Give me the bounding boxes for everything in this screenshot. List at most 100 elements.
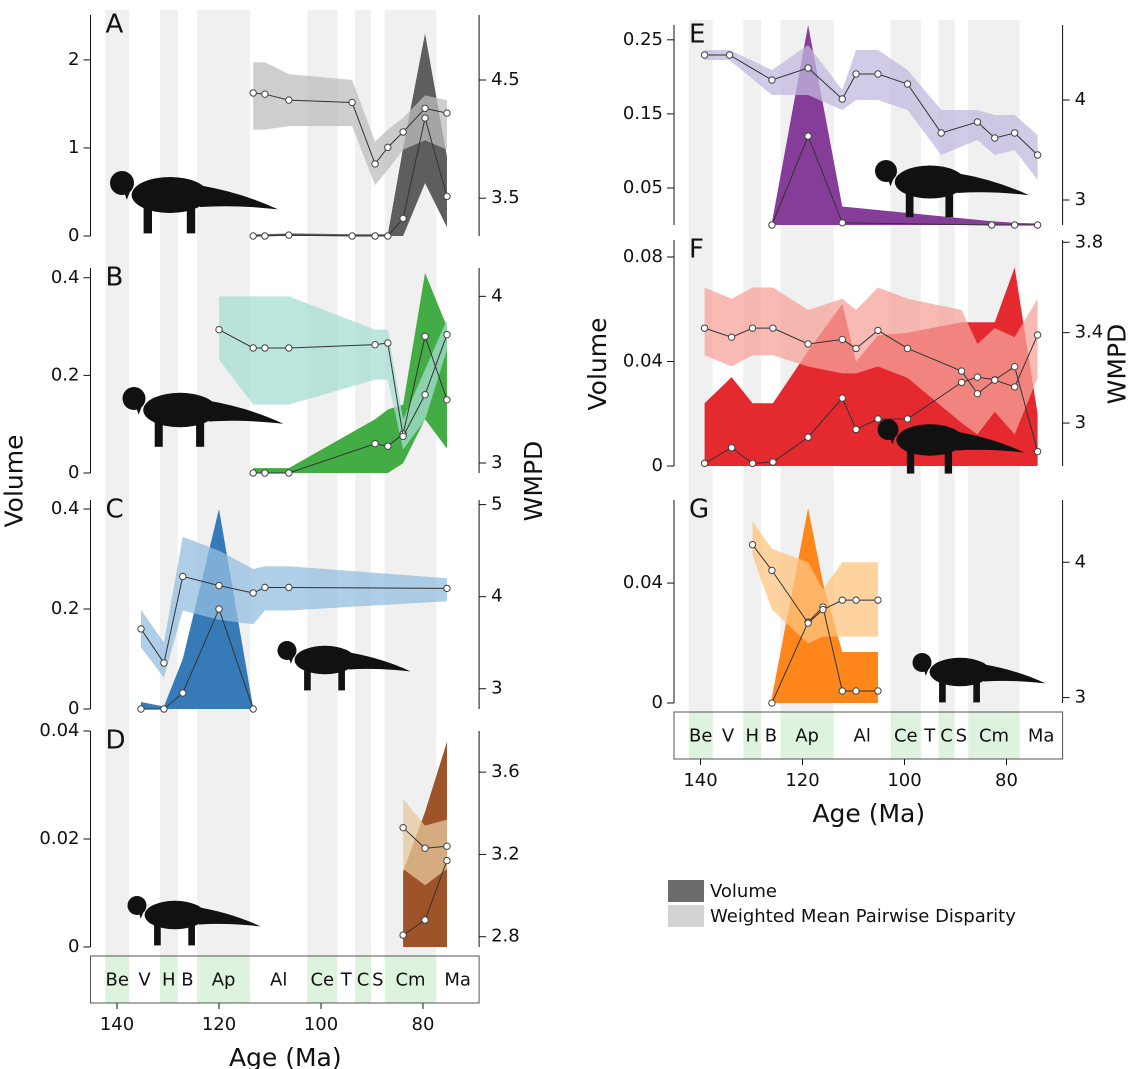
- data-point: [1033, 331, 1042, 339]
- silhouette-neck: [920, 658, 930, 676]
- data-point: [215, 605, 223, 613]
- y2-tick-label: 3: [1075, 189, 1086, 210]
- y2-tick-label: 2.8: [491, 926, 520, 947]
- stage-label: V: [722, 726, 735, 747]
- data-point: [160, 705, 168, 713]
- data-point: [443, 842, 451, 850]
- stage-label: Ce: [310, 970, 334, 991]
- band-layer: [140, 25, 1038, 947]
- data-point: [804, 132, 812, 140]
- silhouette-body: [143, 392, 217, 428]
- data-point: [421, 114, 429, 122]
- panel-label: F: [689, 235, 704, 265]
- data-point: [399, 214, 407, 223]
- silhouette: [875, 160, 1029, 218]
- data-point: [261, 344, 269, 352]
- data-point: [371, 232, 379, 240]
- stage-strip-shade: [688, 712, 713, 759]
- stage-label: Cm: [395, 970, 425, 991]
- stage-strip: [90, 955, 480, 1004]
- y2-tick-label: 4.5: [491, 69, 520, 90]
- silhouette-leg: [905, 190, 914, 218]
- data-point: [852, 70, 860, 78]
- stage-shade: [743, 20, 762, 712]
- silhouette: [127, 896, 261, 946]
- stage-shade: [307, 10, 338, 956]
- stage-strip-shade: [968, 712, 1020, 759]
- y2-tick-label: 3.4: [1075, 322, 1104, 343]
- data-point: [973, 389, 982, 398]
- data-point: [421, 844, 429, 852]
- data-point: [768, 566, 776, 575]
- silhouette-leg: [154, 922, 161, 946]
- legend-label: Volume: [710, 881, 777, 902]
- y-tick-label: 0.04: [623, 572, 663, 593]
- y-tick-label: 0: [68, 698, 79, 719]
- x-tick-label: 100: [887, 770, 921, 791]
- silhouette-leg: [338, 667, 345, 691]
- y2-tick-label: 3: [1075, 687, 1086, 708]
- data-point: [700, 51, 709, 59]
- x-tick-label: 120: [785, 770, 819, 791]
- stage-shade: [197, 10, 251, 956]
- stage-strip-shade: [355, 956, 371, 1003]
- data-point: [249, 344, 257, 352]
- data-point: [748, 540, 757, 549]
- stage-label: Ap: [795, 726, 819, 747]
- silhouette-leg: [188, 922, 195, 946]
- legend-swatch: [668, 905, 704, 927]
- data-point: [768, 221, 776, 229]
- y-tick-label: 0: [652, 692, 663, 713]
- x-tick-label: 80: [412, 1014, 435, 1035]
- data-point: [991, 134, 999, 142]
- data-point: [137, 705, 145, 713]
- data-point: [1033, 221, 1042, 229]
- data-point: [261, 469, 269, 477]
- data-point: [874, 70, 882, 78]
- data-point: [285, 344, 293, 352]
- y-axis-label: Volume: [583, 318, 612, 411]
- data-point: [384, 143, 392, 152]
- data-point: [421, 390, 429, 399]
- data-point: [384, 232, 392, 240]
- y-tick-label: 0.25: [623, 29, 663, 50]
- stage-shade: [355, 10, 371, 956]
- x-tick-label: 120: [202, 1014, 236, 1035]
- data-point: [769, 324, 777, 332]
- stage-label: Ap: [212, 970, 236, 991]
- data-point: [838, 394, 846, 402]
- data-point: [1033, 447, 1042, 456]
- y2-tick-label: 4: [491, 285, 502, 306]
- y-axis-label: Volume: [0, 435, 29, 528]
- data-point: [348, 232, 356, 240]
- silhouette: [877, 419, 1025, 474]
- silhouette: [912, 653, 1046, 703]
- panel-label: A: [106, 10, 124, 40]
- stage-label: T: [340, 970, 353, 991]
- silhouette-body: [929, 657, 991, 687]
- legend-label: Weighted Mean Pairwise Disparity: [710, 906, 1016, 927]
- y2-axis-label: WMPD: [519, 441, 548, 522]
- y2-tick-label: 3.6: [491, 761, 520, 782]
- data-point: [852, 344, 860, 353]
- data-point: [874, 326, 882, 335]
- data-point: [804, 433, 812, 441]
- silhouette-tail: [198, 907, 261, 927]
- stage-strip-shade: [105, 956, 130, 1003]
- stage-label: Be: [106, 970, 129, 991]
- data-point: [285, 231, 293, 239]
- y2-tick-label: 5: [491, 494, 502, 515]
- stage-label: Ce: [894, 726, 918, 747]
- silhouette-leg: [944, 448, 953, 474]
- series-line: [771, 134, 1038, 226]
- silhouette-neck: [119, 178, 132, 200]
- stage-label: T: [923, 726, 936, 747]
- y2-tick-label: 4: [1075, 551, 1086, 572]
- data-point: [285, 96, 293, 104]
- silhouette-neck: [285, 646, 295, 664]
- data-point: [748, 459, 757, 468]
- data-point: [768, 76, 776, 84]
- y2-tick-label: 3: [1075, 412, 1086, 433]
- data-point: [443, 856, 451, 865]
